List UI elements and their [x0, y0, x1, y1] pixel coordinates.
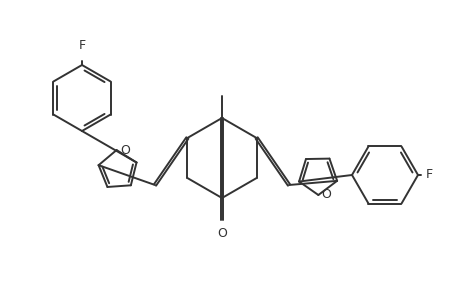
Text: O: O [120, 144, 130, 157]
Text: O: O [321, 188, 330, 202]
Text: F: F [425, 169, 432, 182]
Text: F: F [78, 39, 85, 52]
Text: O: O [217, 227, 226, 240]
